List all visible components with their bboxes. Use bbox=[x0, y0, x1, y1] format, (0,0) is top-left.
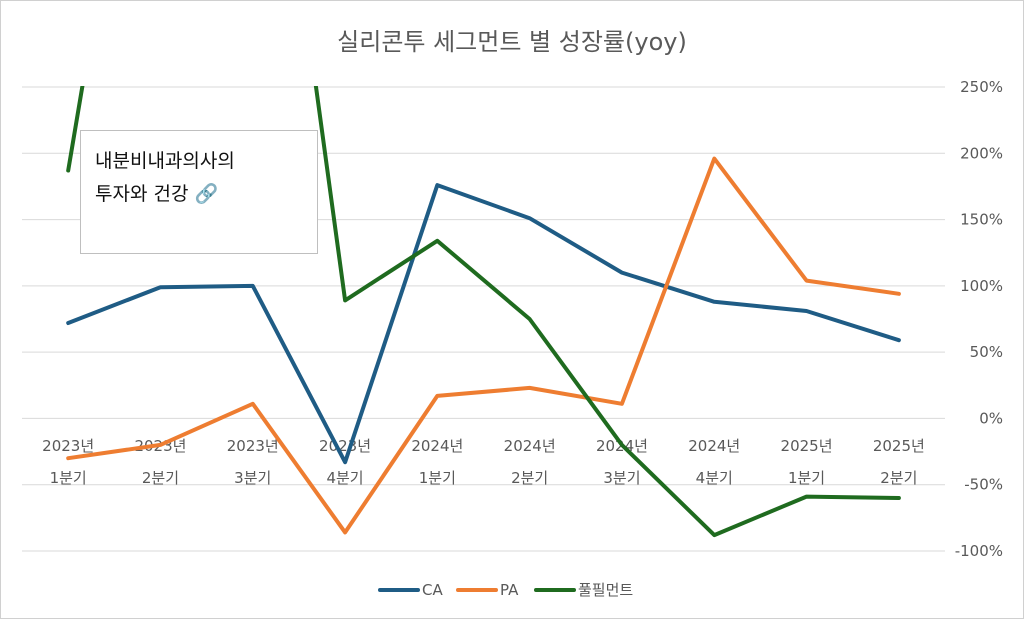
y-axis-labels: 250% 200% 150% 100% 50% 0% -50% -100% bbox=[955, 78, 1003, 560]
y-tick-label: 200% bbox=[960, 144, 1003, 162]
x-tick-label-year: 2023년 bbox=[227, 437, 279, 455]
x-tick-label-quarter: 2분기 bbox=[142, 469, 179, 487]
x-tick-label-quarter: 3분기 bbox=[603, 469, 640, 487]
series-line-1 bbox=[66, 183, 901, 465]
series-line-2 bbox=[66, 156, 901, 535]
x-tick-label-quarter: 1분기 bbox=[419, 469, 456, 487]
x-tick-label-year: 2024년 bbox=[411, 437, 463, 455]
annotation-line-2: 투자와 건강 🔗 bbox=[95, 178, 303, 211]
series-lines bbox=[66, 86, 901, 538]
x-tick-label-quarter: 2분기 bbox=[511, 469, 548, 487]
x-tick-label-quarter: 3분기 bbox=[234, 469, 271, 487]
x-tick-label-year: 2025년 bbox=[873, 437, 925, 455]
x-tick-label-year: 2024년 bbox=[504, 437, 556, 455]
x-tick-label-quarter: 4분기 bbox=[696, 469, 733, 487]
y-tick-label: -50% bbox=[964, 476, 1003, 494]
x-tick-label-quarter: 1분기 bbox=[50, 469, 87, 487]
annotation-box: 내분비내과의사의 투자와 건강 🔗 bbox=[80, 130, 318, 254]
legend-label: PA bbox=[500, 581, 519, 599]
annotation-line-2-text: 투자와 건강 bbox=[95, 183, 189, 205]
chart-title: 실리콘투 세그먼트 별 성장률(yoy) bbox=[337, 28, 687, 56]
link-icon: 🔗 bbox=[194, 183, 219, 205]
y-tick-label: 150% bbox=[960, 211, 1003, 229]
x-tick-label-quarter: 1분기 bbox=[788, 469, 825, 487]
x-tick-label-quarter: 2분기 bbox=[880, 469, 917, 487]
y-tick-label: 250% bbox=[960, 78, 1003, 96]
series-line-3 bbox=[66, 86, 901, 538]
x-tick-label-year: 2023년 bbox=[319, 437, 371, 455]
y-tick-label: 50% bbox=[970, 343, 1003, 361]
x-tick-label-year: 2023년 bbox=[42, 437, 94, 455]
y-tick-label: -100% bbox=[955, 542, 1003, 560]
x-tick-label-year: 2024년 bbox=[688, 437, 740, 455]
x-tick-label-year: 2025년 bbox=[781, 437, 833, 455]
legend: CA PA 풀필먼트 bbox=[378, 581, 633, 599]
y-tick-label: 100% bbox=[960, 277, 1003, 295]
legend-label: CA bbox=[422, 581, 443, 599]
annotation-line-1: 내분비내과의사의 bbox=[95, 150, 235, 172]
x-axis-labels: 2023년1분기2023년2분기2023년3분기2023년4분기2024년1분기… bbox=[42, 437, 925, 487]
x-tick-label-quarter: 4분기 bbox=[326, 469, 363, 487]
legend-label: 풀필먼트 bbox=[578, 581, 633, 599]
y-tick-label: 0% bbox=[979, 409, 1003, 427]
